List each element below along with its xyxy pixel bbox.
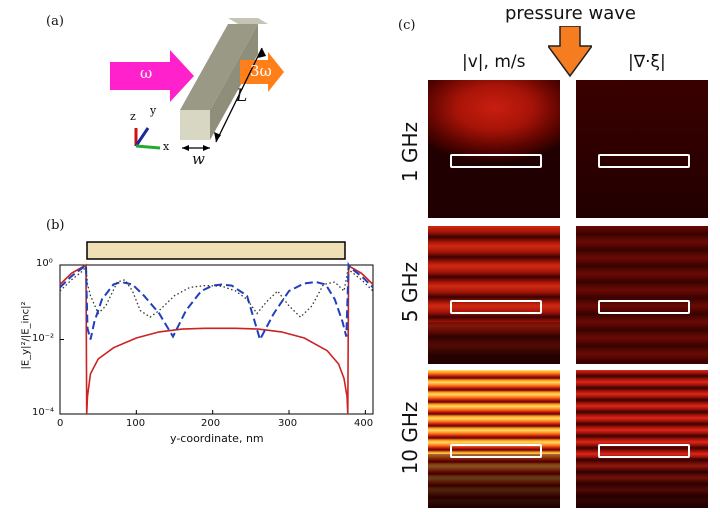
series-line-dotted — [59, 264, 374, 319]
input-frequency-label: ω — [140, 64, 153, 82]
output-arrow-icon — [240, 52, 284, 92]
heatmap-divergence-5ghz — [576, 226, 708, 364]
width-label: w — [192, 150, 205, 168]
input-arrow-icon — [110, 50, 194, 102]
x-tick-label-1: 100 — [126, 418, 146, 429]
axis-y-arrow — [134, 127, 150, 147]
bar-front-face — [180, 24, 258, 110]
bar-side-face — [180, 110, 210, 140]
bar-right-face — [210, 24, 258, 140]
axis-x-label: x — [163, 140, 170, 153]
heatmap-velocity-5ghz — [428, 226, 560, 364]
panel-b-label: (b) — [46, 218, 65, 233]
series-line-solid — [59, 262, 374, 415]
pressure-wave-label: pressure wave — [505, 3, 636, 24]
nanowire-schematic — [110, 18, 284, 151]
output-frequency-label: 3ω — [250, 62, 272, 80]
row-label-1ghz: 1 GHz — [398, 121, 422, 183]
y-axis-label: |E_y|²/|E_inc|² — [20, 301, 32, 370]
length-label: L — [236, 86, 248, 106]
panel-c-label: (c) — [398, 18, 416, 33]
plot-frame — [59, 264, 374, 415]
y-tick-label-1: 10⁻² — [32, 333, 55, 344]
bar-position-indicator — [86, 241, 346, 260]
row-label-10ghz: 10 GHz — [398, 401, 422, 475]
divergence-column-label: |∇·ξ| — [628, 52, 666, 72]
x-axis-label: y-coordinate, nm — [170, 432, 264, 445]
x-tick-label-4: 400 — [354, 418, 374, 429]
heatmap-divergence-1ghz — [576, 80, 708, 218]
panel-a-label: (a) — [46, 14, 64, 29]
axis-x-arrow — [135, 144, 161, 150]
series-line-dashed — [59, 261, 374, 343]
x-tick-label-2: 200 — [201, 418, 221, 429]
pressure-wave-arrow-icon — [548, 26, 592, 78]
bar-top-face — [228, 18, 268, 24]
field-intensity-plot — [59, 241, 374, 415]
row-label-5ghz: 5 GHz — [398, 261, 422, 323]
x-tick-label-0: 0 — [57, 418, 64, 429]
velocity-column-label: |v|, m/s — [462, 52, 526, 72]
x-tick-label-3: 300 — [278, 418, 298, 429]
axis-y-label: y — [150, 104, 157, 117]
y-tick-label-0: 10⁰ — [36, 258, 53, 269]
axis-z-label: z — [130, 110, 136, 123]
heatmap-velocity-1ghz — [428, 80, 560, 218]
heatmap-divergence-10ghz — [576, 370, 708, 508]
heatmap-velocity-10ghz — [428, 370, 560, 508]
y-tick-label-2: 10⁻⁴ — [32, 407, 55, 418]
